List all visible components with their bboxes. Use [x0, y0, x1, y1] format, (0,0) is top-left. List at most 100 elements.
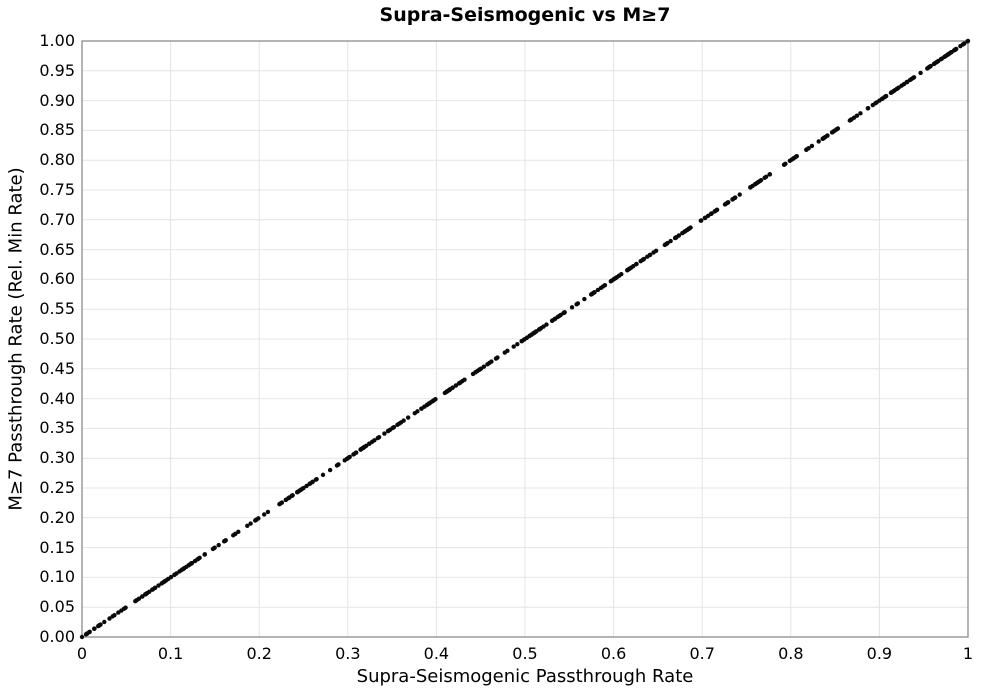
y-tick-label: 0.85: [39, 120, 75, 140]
data-point: [352, 451, 357, 456]
data-point: [314, 476, 319, 482]
x-tick-label: 0.5: [512, 644, 538, 663]
data-point: [847, 118, 853, 123]
data-point: [958, 43, 963, 49]
data-point: [928, 63, 933, 69]
data-point: [470, 371, 476, 377]
data-point: [829, 130, 835, 135]
data-point: [189, 561, 194, 566]
data-point: [945, 52, 950, 58]
data-point: [462, 377, 467, 382]
data-point: [854, 113, 860, 118]
data-point: [334, 463, 340, 468]
y-tick-label: 0.60: [39, 269, 75, 289]
data-point: [382, 431, 387, 436]
data-point: [248, 521, 253, 526]
data-point: [232, 531, 238, 537]
data-point: [92, 626, 97, 631]
y-tick-label: 0.00: [39, 627, 75, 646]
data-point: [150, 587, 156, 592]
y-tick-label: 0.45: [39, 358, 75, 378]
data-point: [834, 126, 840, 132]
data-point: [156, 583, 161, 588]
data-point: [442, 390, 448, 396]
y-tick-label: 0.10: [39, 567, 75, 587]
y-tick-label: 0.80: [39, 150, 75, 170]
y-tick-label: 0.50: [39, 329, 75, 348]
data-point: [386, 428, 391, 434]
data-point: [415, 409, 420, 414]
data-point: [537, 326, 542, 332]
data-point: [79, 634, 85, 640]
data-point: [865, 105, 871, 111]
data-point: [598, 285, 604, 291]
data-point: [364, 443, 369, 449]
data-point: [905, 79, 910, 85]
data-point: [544, 322, 549, 327]
data-point: [396, 421, 402, 426]
data-point: [767, 172, 772, 177]
data-point: [162, 579, 167, 584]
x-tick-label: 0.1: [157, 644, 184, 663]
data-point: [123, 605, 128, 610]
data-point: [558, 312, 563, 318]
data-point: [783, 161, 788, 167]
data-point: [918, 70, 923, 76]
data-point: [748, 185, 753, 190]
chart-title: Supra-Seismogenic vs M≥7: [379, 4, 671, 26]
data-point: [611, 277, 616, 282]
data-point: [925, 66, 930, 71]
data-point: [372, 438, 377, 443]
data-point: [664, 241, 669, 246]
data-point: [327, 467, 333, 473]
x-tick-label: 0.9: [866, 644, 893, 663]
data-point: [401, 418, 406, 423]
data-point: [277, 502, 282, 507]
data-point: [688, 225, 693, 230]
data-point: [549, 318, 555, 323]
x-tick-label: 0.4: [423, 644, 450, 663]
y-tick-label: 0.65: [39, 239, 75, 259]
data-point: [809, 143, 815, 149]
data-point: [261, 512, 267, 517]
data-point: [481, 364, 487, 369]
data-point: [931, 61, 937, 67]
data-point: [210, 546, 216, 552]
y-tick-label: 0.70: [39, 209, 75, 229]
data-point: [298, 487, 304, 492]
data-point: [168, 574, 174, 580]
y-tick-label: 0.75: [39, 180, 75, 199]
data-point: [680, 231, 685, 236]
data-point: [651, 250, 656, 255]
data-point: [505, 348, 510, 354]
data-point: [722, 202, 728, 207]
data-point: [627, 266, 632, 272]
data-point: [489, 359, 494, 364]
data-point: [84, 631, 90, 636]
data-point: [342, 458, 347, 463]
data-point: [112, 612, 117, 618]
data-point: [789, 157, 794, 162]
data-point: [702, 215, 708, 221]
data-point: [202, 552, 207, 557]
data-point: [216, 542, 221, 548]
data-point: [320, 472, 326, 478]
data-point: [174, 571, 179, 576]
data-point: [737, 192, 742, 197]
data-point: [98, 622, 103, 627]
data-point: [588, 292, 594, 297]
data-point: [143, 591, 148, 597]
data-point: [806, 146, 811, 151]
data-point: [307, 481, 312, 487]
data-point: [709, 211, 714, 216]
data-point: [119, 608, 124, 613]
data-point: [816, 139, 821, 144]
data-point: [134, 598, 139, 603]
data-point: [515, 341, 520, 347]
scatter-points: [79, 38, 971, 640]
data-point: [880, 96, 885, 101]
data-point: [962, 41, 967, 46]
data-point: [533, 329, 538, 335]
data-point: [422, 404, 427, 409]
